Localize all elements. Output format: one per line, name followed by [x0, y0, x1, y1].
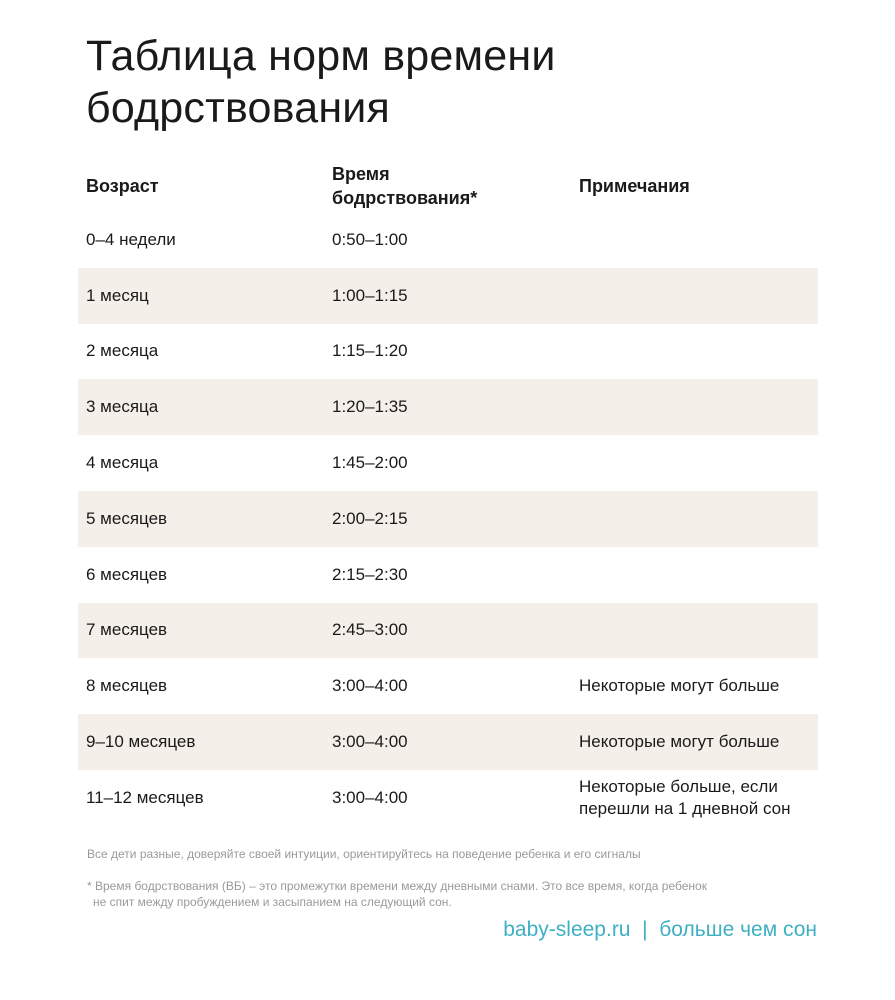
- table-row: 9–10 месяцев 3:00–4:00 Некоторые могут бол…: [78, 714, 818, 770]
- table-row: 1 месяц 1:00–1:15: [78, 267, 818, 324]
- footnote-line-2: не спит между пробуждением и засыпанием …: [93, 895, 452, 909]
- age-cell: 7 месяцев: [86, 620, 168, 640]
- table-row: 6 месяцев 2:15–2:30: [78, 547, 818, 603]
- header-notes: Примечания: [579, 176, 690, 196]
- time-cell: 3:00–4:00: [332, 732, 408, 752]
- table-row: 5 месяцев 2:00–2:15: [78, 490, 818, 547]
- time-cell: 2:45–3:00: [332, 620, 408, 640]
- time-cell: 1:45–2:00: [332, 453, 408, 473]
- time-cell: 3:00–4:00: [332, 787, 408, 807]
- header-time: Время бодрствования*: [332, 164, 478, 208]
- wake-time-table: 0–4 недели 0:50–1:00 1 месяц 1:00–1:15 2 мес…: [78, 212, 818, 826]
- age-cell: 1 месяц: [86, 285, 149, 305]
- time-cell: 2:00–2:15: [332, 508, 408, 528]
- time-cell: 0:50–1:00: [332, 229, 408, 249]
- note-cell: Некоторые могут больше: [579, 676, 780, 696]
- time-cell: 3:00–4:00: [332, 676, 408, 696]
- table-row: 2 месяца 1:15–1:20: [78, 324, 818, 380]
- age-cell: 2 месяца: [86, 341, 159, 361]
- footnote-line-1: * Время бодрствования (ВБ) – это промежу…: [87, 879, 707, 893]
- table-row: 4 месяца 1:45–2:00: [78, 435, 818, 491]
- table-header: Возраст Время бодрствования* Примечания: [0, 160, 895, 212]
- time-cell: 1:20–1:35: [332, 397, 408, 417]
- age-cell: 0–4 недели: [86, 229, 176, 249]
- table-row: 3 месяца 1:20–1:35: [78, 379, 818, 436]
- age-cell: 9–10 месяцев: [86, 732, 196, 752]
- table-row: 11–12 месяцев 3:00–4:00 Некоторые больше, …: [78, 770, 818, 826]
- age-cell: 5 месяцев: [86, 508, 168, 528]
- intuition-note: Все дети разные, доверяйте своей интуици…: [87, 847, 641, 861]
- header-age: Возраст: [86, 176, 159, 196]
- note-cell: Некоторые больше, если перешли на 1 днев…: [579, 776, 791, 818]
- table-row: 7 месяцев 2:45–3:00: [78, 602, 818, 659]
- table-row: 0–4 недели 0:50–1:00: [78, 212, 818, 268]
- age-cell: 8 месяцев: [86, 676, 168, 696]
- table-row: 8 месяцев 3:00–4:00 Некоторые могут больше: [78, 658, 818, 714]
- time-cell: 1:00–1:15: [332, 285, 408, 305]
- note-cell: Некоторые могут больше: [579, 732, 780, 752]
- age-cell: 4 месяца: [86, 453, 159, 473]
- age-cell: 11–12 месяцев: [86, 787, 204, 807]
- time-cell: 1:15–1:20: [332, 341, 408, 361]
- time-cell: 2:15–2:30: [332, 564, 408, 584]
- age-cell: 6 месяцев: [86, 564, 168, 584]
- page-title: Таблица норм времени бодрствования: [86, 32, 556, 132]
- age-cell: 3 месяца: [86, 397, 159, 417]
- footer-brand: baby-sleep.ru | больше чем сон: [503, 918, 817, 941]
